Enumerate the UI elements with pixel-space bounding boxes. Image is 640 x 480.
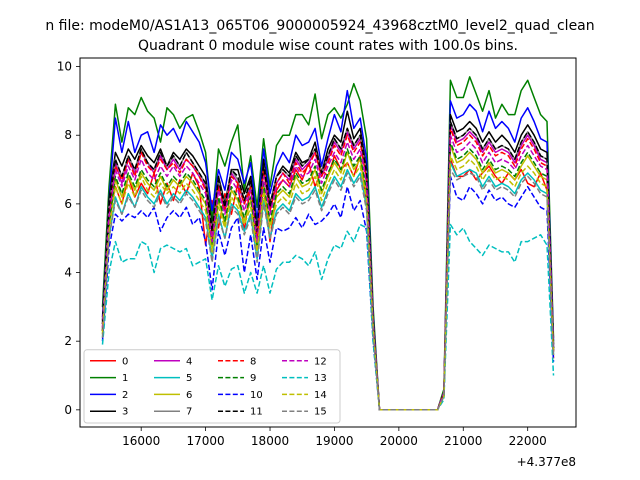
series-line-5: [101, 161, 555, 411]
x-tick-label: 21000: [444, 434, 482, 448]
y-tick-label: 0: [64, 403, 72, 417]
x-axis: 16000 17000 18000 19000 20000 21000 22000: [122, 427, 547, 448]
y-tick-label: 2: [64, 334, 72, 348]
x-tick-label: 16000: [122, 434, 160, 448]
series-line-15: [101, 168, 555, 411]
x-tick-label: 20000: [380, 434, 418, 448]
legend-label-4: 4: [186, 356, 192, 367]
legend-label-13: 13: [314, 373, 327, 384]
legend-label-3: 3: [122, 407, 128, 418]
series-line-11: [101, 120, 555, 411]
legend-label-14: 14: [314, 390, 327, 401]
series-line-8: [101, 127, 555, 411]
legend-label-2: 2: [122, 390, 128, 401]
series-line-3: [101, 110, 555, 411]
legend-label-9: 9: [250, 373, 256, 384]
y-axis: 0 2 4 6 8 10: [57, 60, 80, 417]
series-line-4: [101, 124, 555, 411]
axes-frame: [79, 57, 577, 428]
x-tick-label: 18000: [251, 434, 289, 448]
legend-label-0: 0: [122, 356, 128, 367]
y-tick-label: 10: [57, 60, 72, 74]
y-tick-label: 4: [64, 266, 72, 280]
series-lines: [101, 76, 555, 411]
legend-label-8: 8: [250, 356, 256, 367]
series-line-12: [101, 134, 555, 411]
x-offset-label: +4.377e8: [517, 455, 576, 469]
series-line-2: [101, 89, 555, 411]
legend-label-6: 6: [186, 390, 192, 401]
legend-label-1: 1: [122, 373, 128, 384]
series-line-1: [101, 76, 555, 411]
legend-label-12: 12: [314, 356, 327, 367]
legend-label-5: 5: [186, 373, 192, 384]
x-tick-label: 19000: [315, 434, 353, 448]
legend-label-15: 15: [314, 407, 327, 418]
y-tick-label: 6: [64, 197, 72, 211]
x-tick-label: 22000: [509, 434, 547, 448]
legend-label-7: 7: [186, 407, 192, 418]
figure-suptitle: n file: modeM0/AS1A13_065T06_9000005924_…: [45, 18, 594, 34]
series-line-13: [101, 223, 555, 411]
series-line-10: [101, 175, 555, 411]
x-tick-label: 17000: [187, 434, 225, 448]
legend-label-10: 10: [250, 390, 263, 401]
legend-frame: [83, 349, 341, 424]
series-line-6: [101, 144, 555, 411]
legend-label-11: 11: [250, 407, 263, 418]
chart-title: Quadrant 0 module wise count rates with …: [138, 38, 518, 54]
y-tick-label: 8: [64, 128, 72, 142]
series-line-14: [101, 155, 555, 411]
